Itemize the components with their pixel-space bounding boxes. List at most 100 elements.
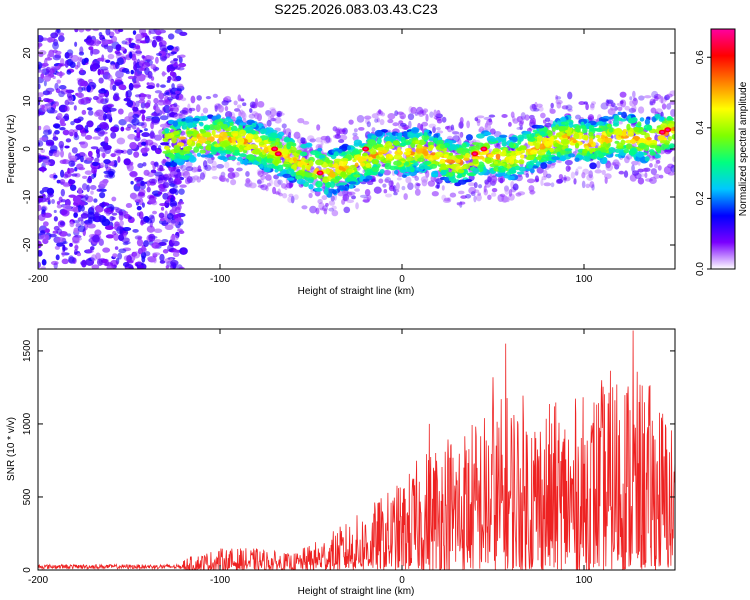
- heatmap-cell: [536, 135, 543, 142]
- heatmap-cell: [459, 117, 464, 124]
- heatmap-cell: [609, 120, 613, 125]
- heatmap-cell: [59, 126, 66, 131]
- heatmap-cell: [150, 64, 156, 70]
- heatmap-cell: [172, 130, 180, 136]
- heatmap-cell: [172, 251, 180, 258]
- heatmap-cell: [620, 135, 630, 139]
- heatmap-cell: [338, 139, 345, 144]
- heatmap-cell: [53, 216, 58, 222]
- heatmap-cell: [170, 180, 177, 185]
- heatmap-cell: [660, 123, 668, 129]
- heatmap-cell: [202, 132, 211, 138]
- heatmap-cell: [221, 123, 229, 130]
- heatmap-cell: [99, 180, 108, 187]
- heatmap-cell: [401, 185, 406, 191]
- heatmap-cell: [352, 150, 361, 155]
- heatmap-cell: [520, 112, 526, 120]
- heatmap-cell: [227, 172, 236, 180]
- heatmap-cell: [484, 123, 492, 132]
- heatmap-cell: [47, 142, 55, 146]
- heatmap-cell: [164, 99, 171, 105]
- heatmap-cell: [287, 196, 295, 204]
- heatmap-cell: [476, 133, 485, 139]
- heatmap-cell: [104, 225, 114, 231]
- heatmap-cell: [588, 125, 595, 131]
- heatmap-cell: [66, 233, 72, 237]
- heatmap-cell: [68, 95, 73, 101]
- heatmap-cell: [649, 151, 657, 156]
- heatmap-cell: [227, 167, 235, 173]
- heatmap-cell: [360, 162, 366, 167]
- heatmap-cell: [182, 170, 191, 179]
- heatmap-cell: [179, 184, 187, 188]
- heatmap-cell: [140, 66, 144, 71]
- heatmap-cell: [334, 175, 343, 180]
- heatmap-cell: [612, 119, 620, 126]
- heatmap-cell: [133, 64, 138, 71]
- heatmap-cell: [353, 128, 358, 133]
- heatmap-cell: [555, 133, 562, 138]
- heatmap-cell: [300, 137, 306, 144]
- heatmap-cell: [441, 185, 445, 191]
- heatmap-cell: [139, 109, 146, 114]
- heatmap-cell: [281, 123, 287, 129]
- heatmap-cell: [233, 100, 238, 106]
- heatmap-cell: [407, 182, 414, 190]
- heatmap-cell: [218, 105, 224, 113]
- heatmap-cell: [153, 161, 159, 168]
- heatmap-cell: [383, 189, 388, 194]
- heatmap-cell: [85, 96, 90, 101]
- heatmap-cell: [152, 210, 158, 215]
- heatmap-cell: [38, 240, 42, 249]
- heatmap-cell: [549, 147, 555, 153]
- heatmap-cell: [317, 198, 323, 205]
- heatmap-cell: [542, 137, 548, 142]
- heatmap-cell: [162, 158, 167, 164]
- heatmap-cell: [397, 147, 402, 153]
- heatmap-cell: [107, 104, 113, 108]
- heatmap-cell: [418, 132, 423, 137]
- heatmap-cell: [669, 101, 675, 105]
- heatmap-cell: [158, 219, 167, 225]
- heatmap-cell: [87, 223, 96, 229]
- heatmap-cell: [435, 126, 441, 131]
- heatmap-cell: [132, 228, 139, 233]
- heatmap-cell: [633, 127, 640, 132]
- heatmap-cell: [396, 177, 402, 181]
- heatmap-cell: [420, 124, 424, 132]
- heatmap-cell: [121, 237, 130, 243]
- heatmap-cell: [176, 83, 184, 89]
- heatmap-cell: [56, 242, 64, 247]
- heatmap-cell: [259, 128, 267, 134]
- heatmap-cell: [416, 183, 421, 187]
- heatmap-cell: [136, 238, 144, 247]
- heatmap-cell: [575, 114, 581, 120]
- heatmap-cell: [623, 148, 630, 154]
- heatmap-cell: [560, 121, 569, 125]
- heatmap-cell: [38, 156, 47, 160]
- heatmap-cell: [149, 130, 155, 139]
- heatmap-cell: [366, 194, 372, 201]
- heatmap-cell: [118, 119, 127, 126]
- heatmap-cell: [68, 179, 76, 185]
- heatmap-cell: [117, 252, 123, 260]
- heatmap-cell: [224, 110, 233, 118]
- heatmap-cell: [162, 182, 169, 189]
- heatmap-cell: [85, 29, 91, 32]
- heatmap-cell: [93, 198, 98, 203]
- heatmap-cell: [628, 149, 636, 156]
- heatmap-cell: [62, 129, 70, 136]
- heatmap-cell: [137, 236, 142, 240]
- heatmap-cell: [612, 159, 620, 167]
- heatmap-cell: [136, 130, 141, 139]
- heatmap-cell: [333, 134, 340, 139]
- heatmap-cell: [285, 182, 294, 189]
- heatmap-cell: [491, 188, 498, 193]
- heatmap-cell: [610, 102, 616, 108]
- heatmap-cell: [112, 230, 117, 236]
- heatmap-cell: [74, 64, 79, 70]
- heatmap-cell: [68, 168, 75, 173]
- heatmap-cell: [659, 174, 664, 179]
